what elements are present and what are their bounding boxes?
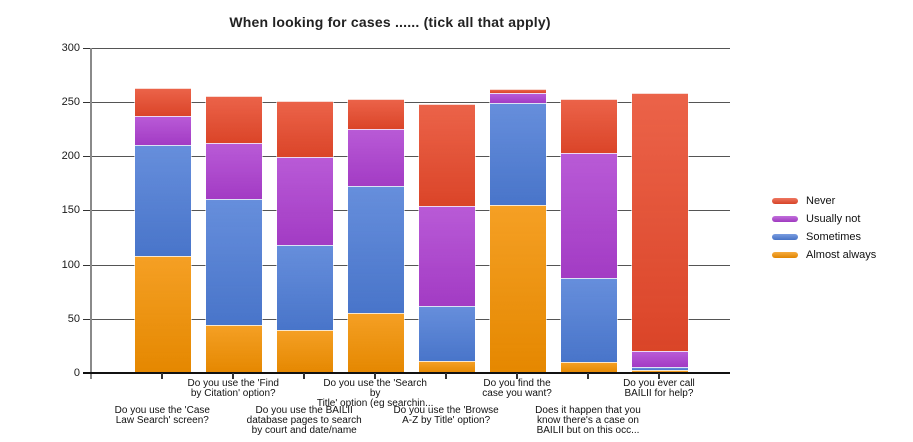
bar-8 [630, 93, 689, 373]
y-axis-label: 50 [67, 312, 80, 325]
x-axis-tick [161, 373, 164, 379]
legend-label: Almost always [806, 249, 877, 261]
y-axis-tick [83, 210, 91, 212]
x-axis-tick [657, 373, 660, 379]
gridline-200 [91, 156, 730, 157]
bar-4-segment-usually-not [348, 128, 405, 187]
legend-item-sometimes: Sometimes [772, 228, 876, 246]
bar-2-segment-sometimes [206, 199, 263, 326]
bar-8-segment-almost-always [631, 369, 688, 373]
chart-legend: Never Usually not Sometimes Almost always [772, 192, 876, 264]
bar-5-segment-sometimes [419, 305, 476, 362]
y-axis-label: 100 [61, 258, 80, 271]
x-axis-label-3: Do you use the BAILII database pages to … [246, 405, 362, 436]
gridline-150 [91, 210, 730, 212]
x-axis-line [83, 372, 730, 374]
bar-5-segment-usually-not [419, 205, 476, 306]
y-axis-tick [83, 47, 91, 49]
legend-swatch-icon [772, 198, 798, 204]
bar-5-segment-never [419, 103, 476, 206]
bar-6-segment-sometimes [490, 102, 547, 205]
gridline-50 [91, 318, 730, 320]
bar-7-segment-almost-always [561, 362, 617, 373]
y-axis-label: 200 [61, 150, 80, 162]
legend-label: Usually not [806, 213, 861, 225]
bar-2-segment-almost-always [206, 325, 263, 373]
legend-label: Sometimes [806, 231, 862, 243]
bar-3-segment-almost-always [277, 329, 334, 373]
x-axis-tick [303, 373, 306, 379]
x-axis-tick [516, 373, 519, 379]
bar-4-segment-never [348, 98, 405, 129]
bar-7-segment-sometimes [561, 277, 617, 363]
y-axis-label: 0 [73, 367, 80, 379]
x-axis-label-1: Do you use the 'Case Law Search' screen? [114, 405, 210, 426]
x-axis-label-7: Does it happen that you know there's a c… [535, 405, 641, 436]
legend-swatch-icon [772, 216, 798, 222]
bar-7-segment-never [561, 98, 617, 153]
bar-2-segment-usually-not [206, 143, 263, 200]
legend-swatch-icon [772, 252, 798, 258]
x-axis-tick [374, 373, 377, 379]
bar-4-segment-almost-always [348, 313, 405, 373]
bar-1 [134, 87, 193, 373]
legend-item-almost-always: Almost always [772, 246, 876, 264]
bar-8-segment-never [631, 93, 688, 352]
bar-3 [276, 100, 335, 373]
bar-2 [205, 96, 264, 373]
bar-1-segment-sometimes [135, 145, 192, 256]
bar-5 [418, 103, 477, 373]
x-axis-label-6: Do you find the case you want? [482, 378, 552, 399]
bar-6-segment-never [490, 88, 547, 94]
y-axis-tick [83, 318, 91, 320]
bar-5-segment-almost-always [419, 361, 476, 373]
x-axis-tick [445, 373, 448, 379]
bar-7 [560, 98, 618, 373]
bar-6 [489, 88, 548, 373]
legend-label: Never [806, 195, 836, 207]
x-axis-label-2: Do you use the 'Find by Citation' option… [187, 378, 279, 399]
legend-item-usually-not: Usually not [772, 210, 876, 228]
bar-8-segment-usually-not [631, 351, 688, 367]
y-axis-tick [83, 101, 91, 103]
x-axis-tick [587, 373, 589, 379]
y-axis-tick [83, 264, 91, 266]
bar-3-segment-usually-not [277, 157, 334, 245]
bar-6-segment-almost-always [490, 204, 547, 373]
bar-2-segment-never [206, 96, 263, 143]
bar-6-segment-usually-not [490, 93, 547, 103]
bar-7-segment-usually-not [561, 152, 617, 278]
gridline-300 [91, 47, 730, 49]
y-axis-label: 150 [61, 204, 80, 217]
legend-item-never: Never [772, 192, 876, 210]
bar-8-segment-sometimes [631, 366, 688, 370]
bar-4 [347, 98, 406, 373]
x-axis-label-4: Do you use the 'Search by Title' option … [316, 378, 434, 409]
x-axis-tick [232, 373, 235, 379]
y-axis-line [90, 47, 92, 379]
gridline-250 [91, 101, 730, 103]
bar-4-segment-sometimes [348, 186, 405, 314]
bar-3-segment-sometimes [277, 244, 334, 330]
bar-3-segment-never [277, 100, 334, 158]
legend-swatch-icon [772, 234, 798, 240]
x-axis-label-5: Do you use the 'Browse A-Z by Title' opt… [393, 405, 499, 426]
chart-title: When looking for cases ...... (tick all … [229, 14, 551, 30]
y-axis-label: 300 [61, 41, 80, 54]
bar-1-segment-almost-always [135, 255, 192, 373]
y-axis-tick [83, 156, 91, 157]
gridline-100 [91, 264, 730, 266]
y-axis-label: 250 [61, 95, 80, 108]
x-axis-label-8: Do you ever call BAILII for help? [623, 378, 695, 399]
bar-1-segment-never [135, 87, 192, 116]
bar-1-segment-usually-not [135, 115, 192, 146]
